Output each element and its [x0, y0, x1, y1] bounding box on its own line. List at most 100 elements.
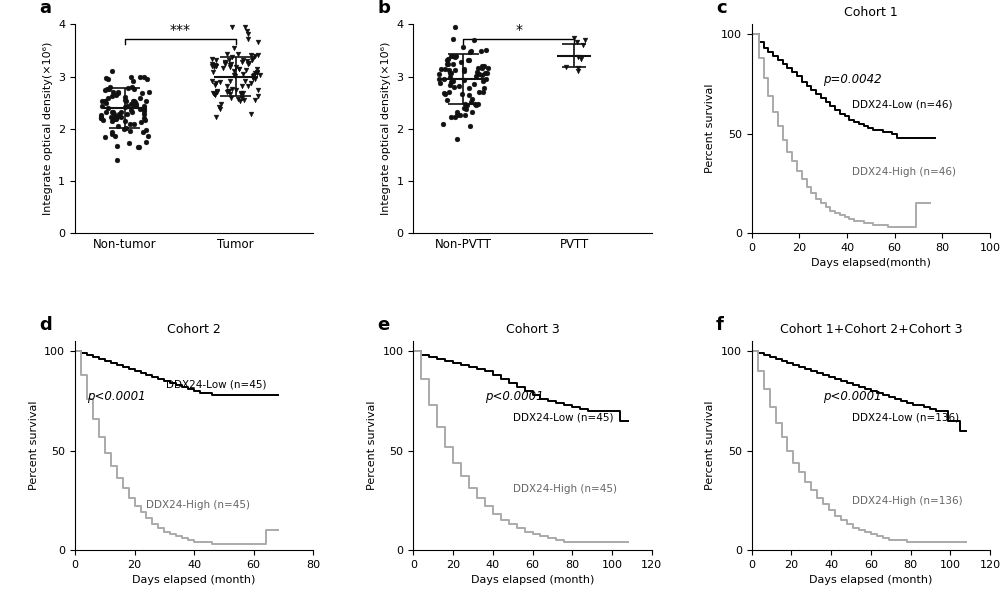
X-axis label: Days elapsed (month): Days elapsed (month) — [809, 575, 933, 585]
Point — [459, 101, 475, 111]
Point — [235, 68, 251, 78]
Text: p<0.0001: p<0.0001 — [485, 390, 543, 403]
Point — [461, 83, 477, 93]
Point — [118, 96, 134, 106]
Point — [226, 70, 242, 80]
Point — [245, 53, 261, 62]
Point — [231, 64, 247, 73]
Point — [233, 89, 249, 98]
Point — [131, 142, 147, 152]
Point — [453, 57, 469, 67]
Point — [249, 65, 265, 75]
Point — [126, 97, 142, 106]
Text: f: f — [716, 316, 724, 334]
Point — [208, 62, 224, 71]
Point — [464, 94, 480, 104]
Text: a: a — [39, 0, 51, 18]
Point — [462, 47, 478, 57]
Point — [446, 82, 462, 92]
Point — [123, 100, 139, 109]
Point — [239, 26, 255, 35]
Point — [447, 112, 463, 122]
Point — [456, 64, 472, 74]
Point — [111, 109, 127, 119]
Point — [221, 56, 237, 65]
Point — [222, 62, 238, 71]
Point — [478, 74, 494, 84]
Point — [471, 69, 487, 79]
Point — [245, 71, 261, 81]
Text: *: * — [515, 23, 522, 37]
Point — [125, 99, 141, 109]
Point — [573, 54, 589, 64]
Point — [109, 141, 125, 151]
Point — [222, 89, 238, 99]
Point — [136, 104, 152, 114]
Point — [431, 70, 447, 79]
Title: Cohort 1+Cohort 2+Cohort 3: Cohort 1+Cohort 2+Cohort 3 — [780, 323, 962, 336]
Point — [231, 64, 247, 74]
Point — [441, 65, 457, 75]
Point — [204, 59, 220, 68]
Point — [124, 108, 140, 117]
Point — [95, 115, 111, 125]
Point — [220, 86, 236, 96]
Point — [435, 119, 451, 129]
Point — [224, 53, 240, 62]
Point — [234, 81, 250, 91]
Point — [440, 59, 456, 69]
Point — [221, 86, 237, 96]
Point — [105, 108, 121, 117]
Point — [122, 119, 138, 129]
Point — [470, 64, 486, 73]
Point — [250, 84, 266, 94]
Point — [456, 103, 472, 112]
Point — [437, 64, 453, 74]
Point — [138, 137, 154, 147]
Text: DDX24-High (n=45): DDX24-High (n=45) — [146, 500, 250, 510]
Point — [227, 71, 243, 81]
Point — [226, 43, 242, 53]
Point — [243, 50, 259, 60]
Point — [442, 68, 458, 78]
Point — [436, 75, 452, 84]
Point — [249, 67, 265, 77]
Point — [240, 81, 256, 91]
Point — [219, 87, 235, 97]
Point — [132, 93, 148, 103]
Point — [136, 106, 152, 115]
Point — [241, 58, 257, 68]
Point — [108, 90, 124, 100]
Point — [123, 105, 139, 115]
Point — [474, 60, 490, 70]
Point — [234, 57, 250, 67]
Point — [447, 22, 463, 32]
Point — [136, 113, 152, 123]
Point — [204, 54, 220, 64]
Point — [443, 112, 459, 122]
Point — [222, 76, 238, 86]
Point — [445, 51, 461, 61]
Point — [448, 51, 464, 61]
Point — [463, 97, 479, 107]
Point — [93, 114, 109, 123]
Point — [212, 77, 228, 87]
Text: DDX24-High (n=136): DDX24-High (n=136) — [852, 496, 962, 506]
Point — [456, 67, 472, 76]
Point — [474, 63, 490, 73]
Point — [206, 62, 222, 72]
Point — [116, 124, 132, 134]
Point — [207, 90, 223, 100]
Point — [141, 87, 157, 97]
Point — [223, 93, 239, 103]
Point — [436, 89, 452, 98]
Point — [106, 114, 122, 123]
Text: e: e — [378, 316, 390, 334]
Point — [250, 37, 266, 46]
Point — [235, 55, 251, 65]
Point — [136, 109, 152, 119]
Point — [570, 67, 586, 76]
Text: DDX24-Low (n=136): DDX24-Low (n=136) — [852, 412, 959, 423]
Point — [107, 131, 123, 141]
Point — [100, 74, 116, 84]
